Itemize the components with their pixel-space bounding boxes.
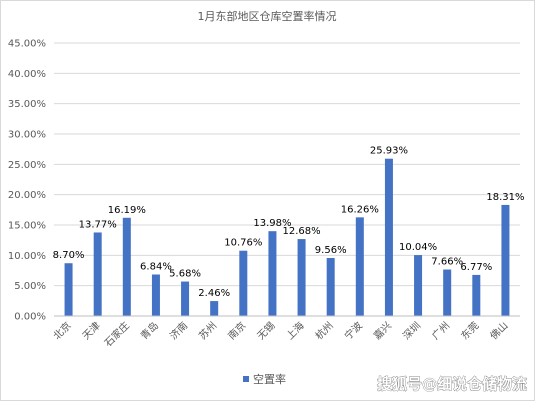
- bar: [472, 274, 481, 316]
- y-tick-label: 30.00%: [8, 130, 46, 141]
- y-axis-tick-labels: 0.00% 5.00% 10.00% 15.00% 20.00% 25.00% 30.00%…: [8, 39, 46, 323]
- data-label: 9.56%: [315, 245, 347, 256]
- data-label: 7.66%: [431, 257, 463, 268]
- x-tick-label: 宁波: [342, 319, 365, 342]
- bar: [93, 232, 102, 316]
- bar: [122, 217, 131, 316]
- bar: [326, 258, 335, 316]
- x-tick-label: 南京: [225, 319, 248, 342]
- bar: [297, 239, 306, 316]
- data-label: 2.46%: [198, 288, 230, 299]
- data-label: 5.68%: [169, 269, 201, 280]
- data-labels: 8.70% 13.77% 16.19% 6.84%5.68% 2.46% 10.76% 13…: [53, 146, 525, 299]
- y-tick-label: 40.00%: [8, 69, 46, 80]
- gridlines: [54, 42, 520, 287]
- y-tick-label: 10.00%: [8, 251, 46, 262]
- x-tick-label: 天津: [80, 320, 103, 343]
- bar: [210, 301, 219, 316]
- x-tick-label: 无锡: [254, 319, 277, 342]
- bar: [151, 274, 160, 316]
- data-label: 10.04%: [399, 242, 437, 253]
- data-label: 12.68%: [282, 226, 320, 237]
- bar: [501, 204, 510, 316]
- data-label: 16.19%: [108, 205, 146, 216]
- x-axis-tick-labels: 北京 天津 石家庄 青岛 济南 苏州 南京 无锡 上海 杭州 宁波 嘉兴 深圳 广州 东莞 佛山: [50, 319, 510, 349]
- data-label: 25.93%: [370, 146, 408, 157]
- bar-series: [64, 158, 510, 316]
- bar: [239, 250, 248, 316]
- data-label: 6.77%: [460, 262, 492, 273]
- bar: [181, 281, 190, 316]
- bar: [443, 269, 452, 316]
- legend-swatch: [243, 376, 249, 382]
- data-label: 16.26%: [341, 204, 379, 215]
- x-tick-label: 嘉兴: [371, 319, 394, 342]
- x-tick-label: 石家庄: [102, 319, 132, 349]
- x-tick-label: 北京: [50, 319, 73, 342]
- legend: 空置率: [243, 372, 286, 386]
- data-label: 18.31%: [486, 192, 524, 203]
- y-tick-label: 5.00%: [14, 281, 46, 292]
- x-tick-label: 杭州: [312, 319, 335, 342]
- bar: [384, 158, 393, 316]
- x-tick-label: 佛山: [487, 319, 510, 342]
- y-tick-label: 15.00%: [8, 221, 46, 232]
- bar: [64, 263, 73, 316]
- x-tick-label: 济南: [167, 319, 190, 342]
- x-tick-label: 青岛: [138, 319, 161, 342]
- data-label: 8.70%: [53, 250, 85, 261]
- bar: [268, 231, 277, 316]
- y-tick-label: 45.00%: [8, 39, 46, 50]
- bar: [355, 217, 364, 316]
- legend-label: 空置率: [253, 372, 286, 386]
- x-tick-label: 东莞: [458, 319, 481, 342]
- data-label: 13.98%: [253, 218, 291, 229]
- x-tick-label: 深圳: [401, 320, 424, 343]
- y-tick-label: 25.00%: [8, 160, 46, 171]
- watermark-text: 搜狐号@细说仓储物流: [377, 375, 527, 393]
- x-tick-label: 苏州: [196, 319, 219, 342]
- data-label: 13.77%: [79, 219, 117, 230]
- x-tick-label: 广州: [430, 320, 453, 343]
- data-label: 10.76%: [224, 238, 262, 249]
- y-tick-label: 20.00%: [8, 190, 46, 201]
- y-tick-label: 0.00%: [14, 312, 46, 323]
- x-tick-label: 上海: [283, 319, 306, 342]
- chart-title: 1月东部地区仓库空置率情况: [198, 9, 337, 23]
- bar: [414, 255, 423, 316]
- data-label: 6.84%: [140, 262, 172, 273]
- y-tick-label: 35.00%: [8, 99, 46, 110]
